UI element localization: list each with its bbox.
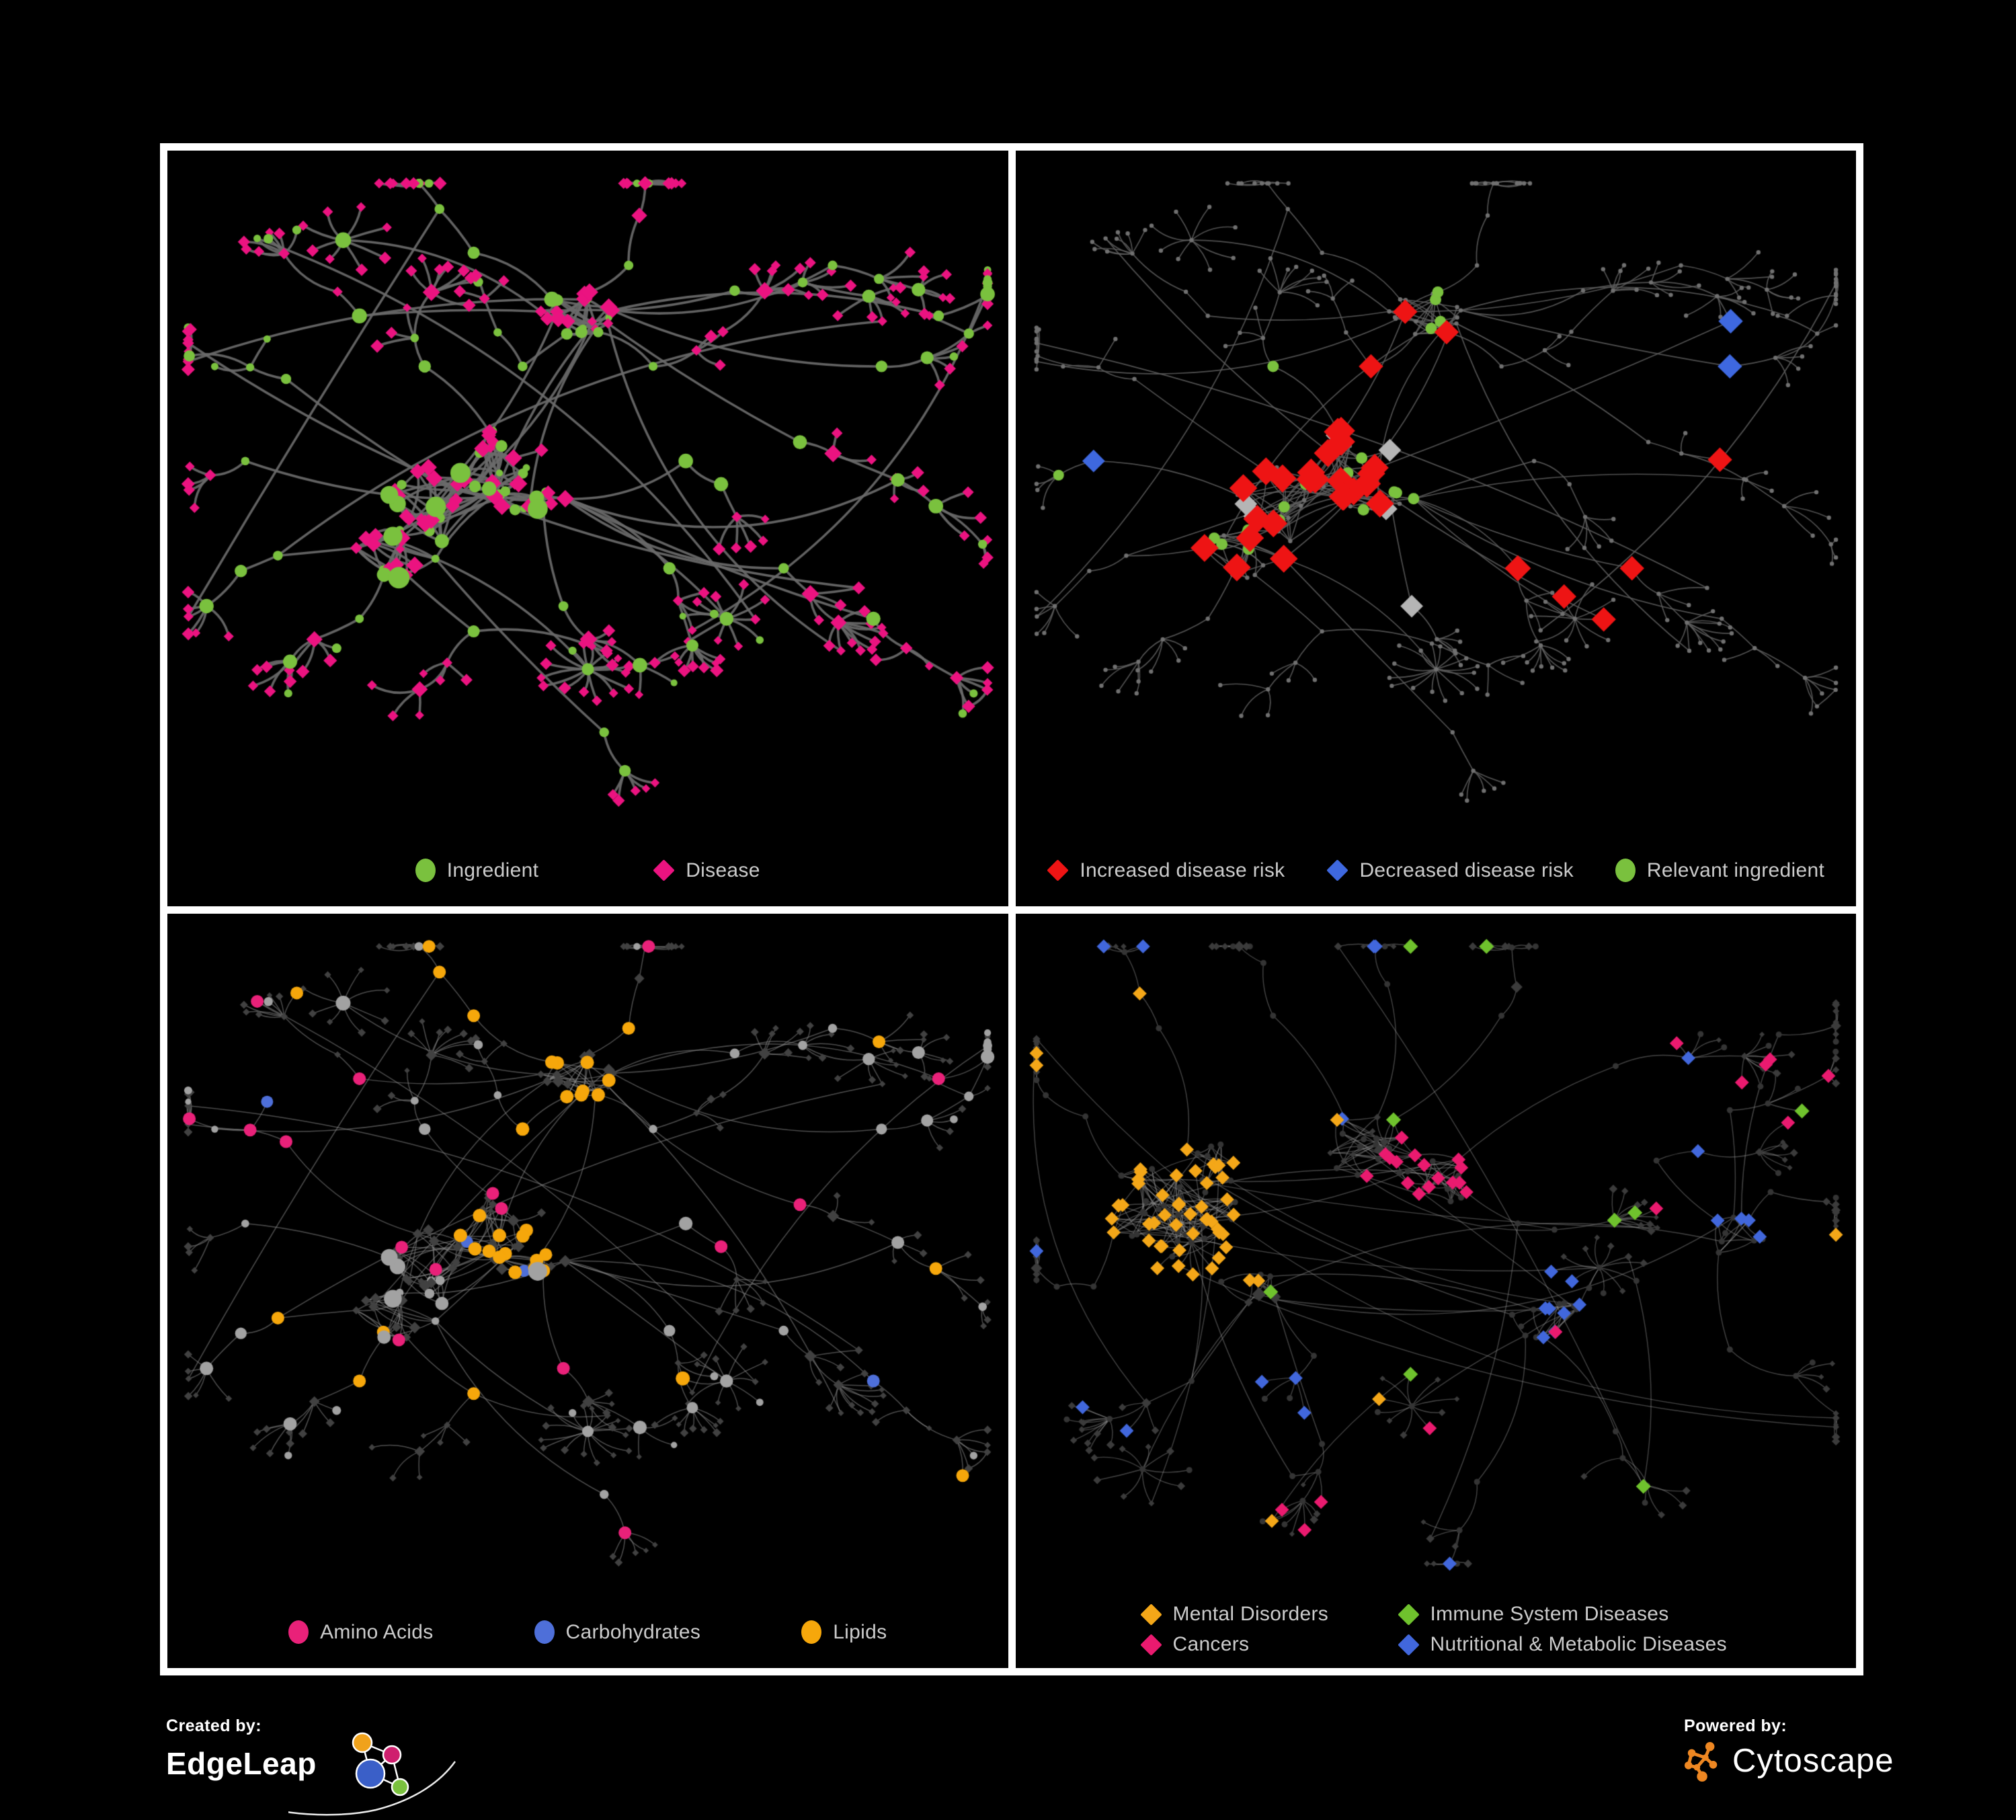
legend-item: Increased disease risk	[1047, 859, 1285, 882]
legend-label: Mental Disorders	[1172, 1603, 1329, 1625]
cytoscape-logo-icon	[1684, 1741, 1718, 1782]
circle-marker-icon	[1615, 859, 1636, 882]
diamond-marker-icon	[1139, 1633, 1162, 1656]
circle-marker-icon	[288, 1620, 309, 1644]
panel-disease-classes: Mental Disorders Immune System Diseases Ca…	[1015, 914, 1857, 1668]
circle-marker-icon	[801, 1620, 822, 1644]
legend-label: Nutritional & Metabolic Diseases	[1430, 1633, 1727, 1655]
diamond-marker-icon	[1047, 859, 1070, 881]
legend-label: Increased disease risk	[1080, 859, 1285, 881]
legend-label: Immune System Diseases	[1430, 1603, 1669, 1625]
diamond-marker-icon	[1326, 859, 1349, 881]
legend-item: Cancers	[1139, 1633, 1398, 1656]
panel-disease-risk: Increased disease risk Decreased disease …	[1015, 151, 1857, 906]
network-canvas-ingredient-disease	[167, 151, 1008, 906]
edgeleap-brand-row: EdgeLeap	[166, 1732, 456, 1816]
legend-item: Mental Disorders	[1139, 1603, 1398, 1626]
cytoscape-credit: Powered by: Cytoscape	[1684, 1716, 1894, 1782]
legend-label: Disease	[686, 859, 760, 881]
legend-label: Cancers	[1172, 1633, 1250, 1655]
circle-marker-icon	[534, 1620, 555, 1644]
panel-nutrient-classes: Amino Acids Carbohydrates Lipids	[167, 914, 1008, 1668]
edgeleap-logo-icon	[288, 1732, 456, 1816]
legend-item: Carbohydrates	[534, 1620, 701, 1644]
legend-nutrient-classes: Amino Acids Carbohydrates Lipids	[167, 1620, 1008, 1644]
legend-label: Lipids	[833, 1620, 887, 1643]
legend-item: Disease	[653, 859, 760, 882]
legend-item: Relevant ingredient	[1615, 859, 1824, 882]
legend-label: Ingredient	[446, 859, 539, 881]
cytoscape-logo-text: Cytoscape	[1732, 1743, 1894, 1779]
circle-marker-icon	[415, 859, 436, 882]
panel-ingredient-disease: Ingredient Disease	[167, 151, 1008, 906]
legend-item: Amino Acids	[288, 1620, 433, 1644]
network-canvas-disease-classes	[1015, 914, 1856, 1668]
legend-label: Amino Acids	[320, 1620, 434, 1643]
legend-item: Lipids	[801, 1620, 887, 1644]
powered-by-label: Powered by:	[1684, 1716, 1787, 1735]
legend-item: Nutritional & Metabolic Diseases	[1397, 1633, 1727, 1656]
edgeleap-logo-text: EdgeLeap	[166, 1746, 317, 1781]
legend-disease-classes: Mental Disorders Immune System Diseases Ca…	[1016, 1603, 1857, 1656]
legend-ingredient-disease: Ingredient Disease	[167, 859, 1008, 882]
legend-item: Ingredient	[415, 859, 538, 882]
diamond-marker-icon	[1397, 1633, 1420, 1656]
cytoscape-brand-row: Cytoscape	[1684, 1740, 1894, 1782]
legend-label: Decreased disease risk	[1359, 859, 1574, 881]
edgeleap-credit: Created by: EdgeLeap	[166, 1716, 456, 1816]
diamond-marker-icon	[653, 859, 675, 881]
legend-label: Relevant ingredient	[1646, 859, 1825, 881]
legend-disease-risk: Increased disease risk Decreased disease …	[1016, 859, 1857, 882]
legend-label: Carbohydrates	[565, 1620, 701, 1643]
diamond-marker-icon	[1397, 1603, 1420, 1626]
legend-item: Decreased disease risk	[1326, 859, 1574, 882]
network-canvas-nutrient-classes	[167, 914, 1008, 1668]
panel-grid: Ingredient Disease Increased disease risk…	[160, 143, 1863, 1675]
legend-item: Immune System Diseases	[1397, 1603, 1727, 1626]
created-by-label: Created by:	[166, 1716, 261, 1735]
network-canvas-disease-risk	[1015, 151, 1856, 906]
diamond-marker-icon	[1139, 1603, 1162, 1626]
